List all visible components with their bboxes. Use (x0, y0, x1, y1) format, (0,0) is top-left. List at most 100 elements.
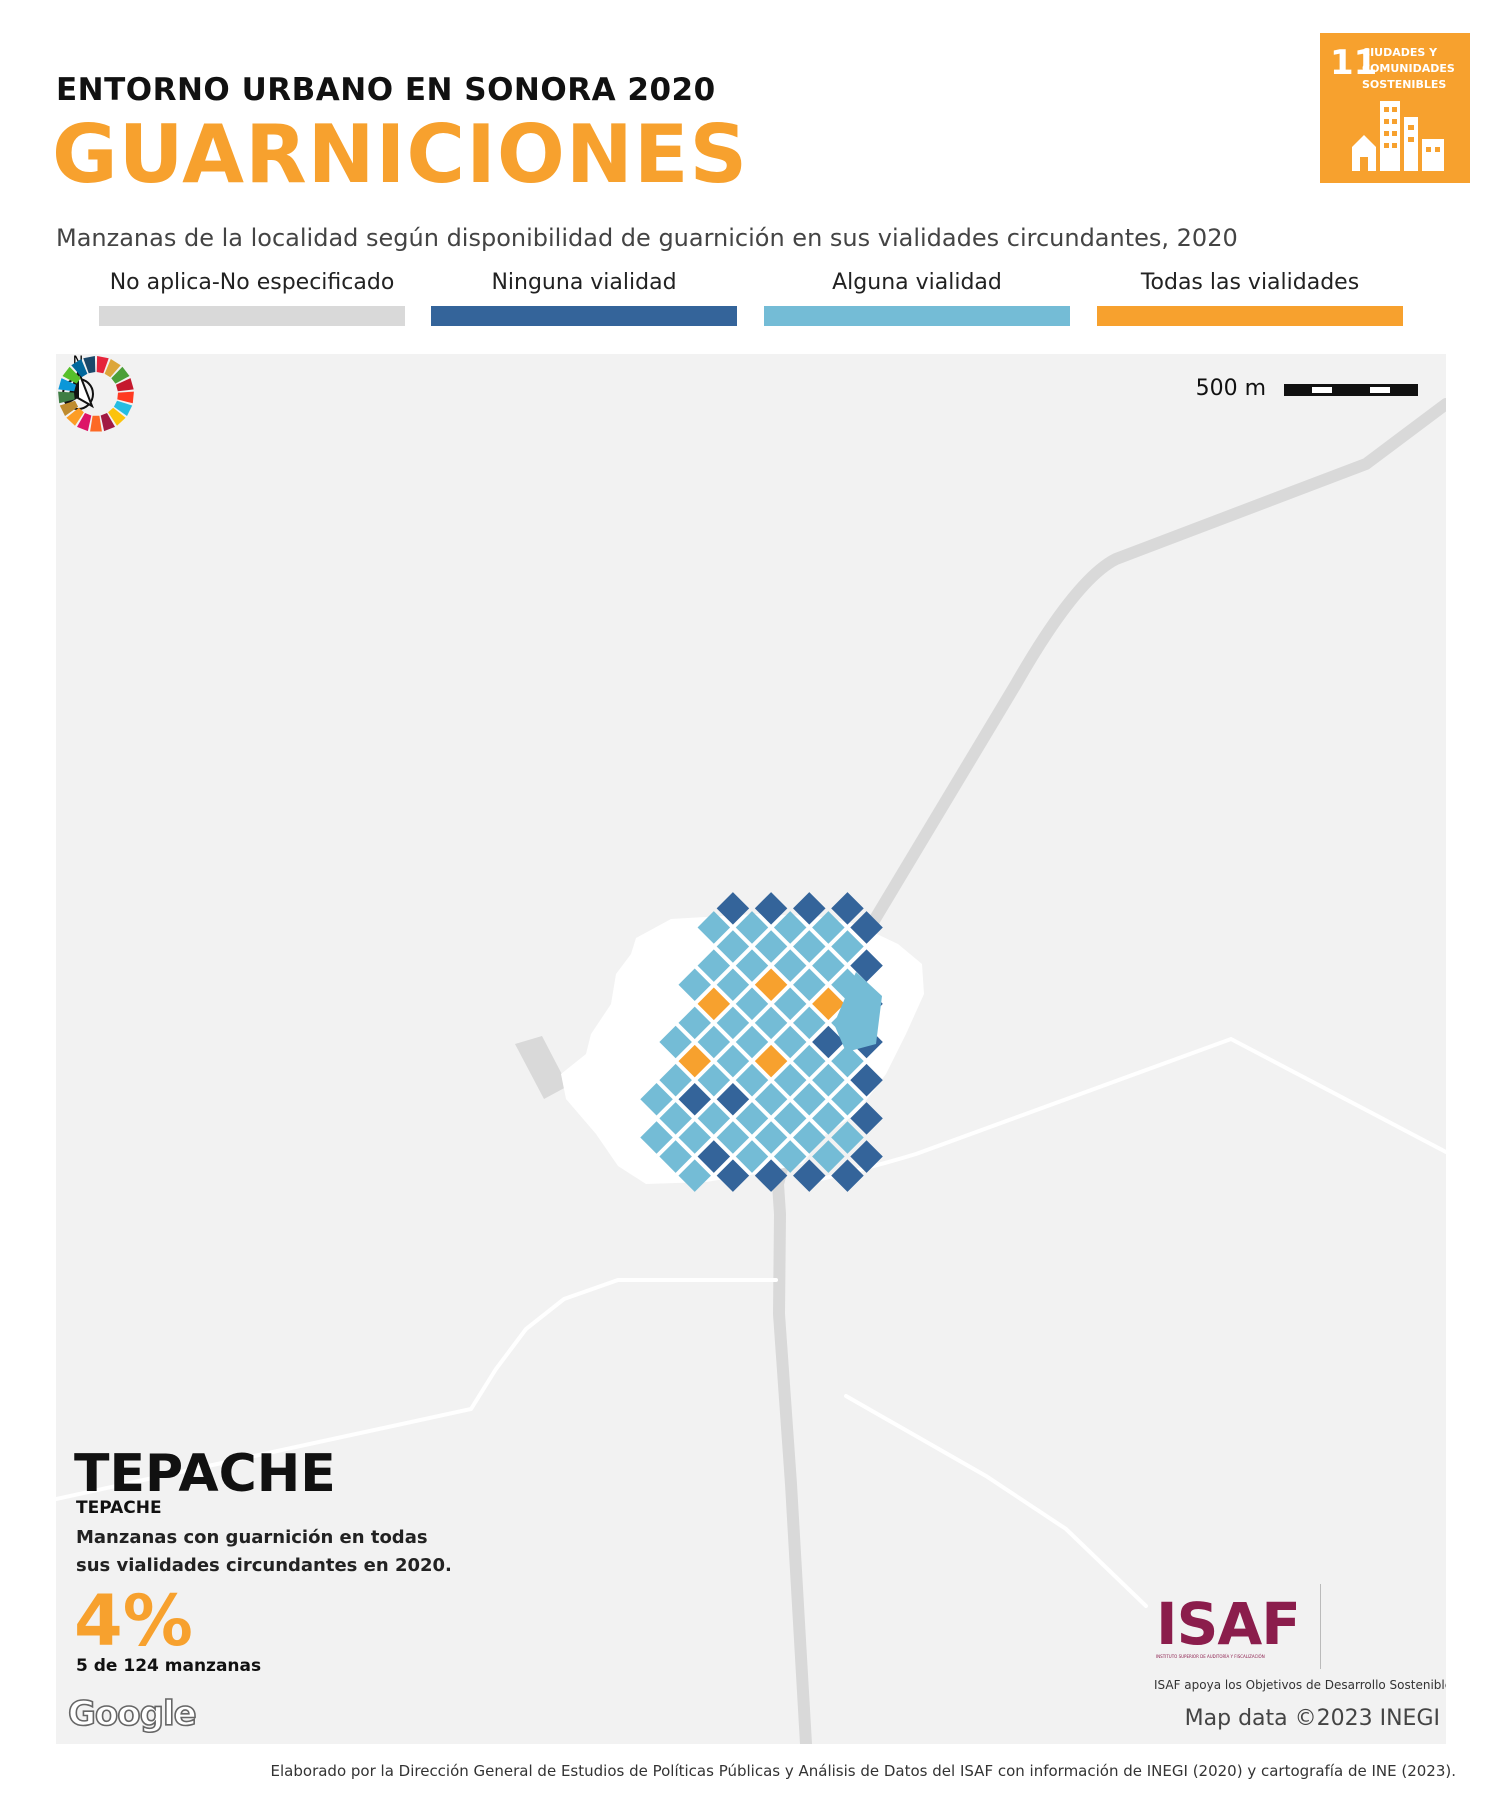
map-data-attribution: Map data ©2023 INEGI (1184, 1706, 1440, 1731)
block-21 (735, 987, 769, 1021)
sdg-wheel-segment (111, 366, 130, 384)
sdg-wheel-segment (77, 413, 92, 432)
block-11 (716, 968, 750, 1001)
block-26 (831, 892, 864, 925)
sdg-wheel-segment (96, 356, 109, 374)
block-41 (697, 1102, 731, 1135)
block-46 (793, 1006, 826, 1040)
block-77 (850, 1102, 883, 1135)
sdg-text: CIUDADES Y COMUNIDADES SOSTENIBLES (1362, 46, 1455, 91)
block-57 (812, 1025, 845, 1059)
legend-swatch (764, 306, 1070, 326)
block-72 (831, 1083, 864, 1116)
sdg-wheel-segment (59, 400, 79, 416)
block-7 (754, 892, 788, 925)
sdg-number: 11 (1330, 43, 1378, 83)
sdg-wheel-segment (116, 378, 134, 392)
legend-item-no-aplica: No aplica-No especificado (99, 268, 405, 326)
block-2 (716, 892, 750, 925)
block-75 (812, 1140, 845, 1173)
sdg-wheel-segment (104, 359, 121, 378)
block-50 (678, 1159, 711, 1192)
sdg-wheel-segment (90, 415, 102, 432)
legend-swatch (99, 306, 405, 326)
legend-label: Ninguna vialidad (491, 270, 677, 295)
block-61 (735, 1140, 769, 1173)
block-60 (716, 1159, 750, 1192)
block-19 (697, 1025, 731, 1059)
block-47 (812, 987, 845, 1021)
legend-label: Todas las vialidades (1140, 270, 1360, 295)
block-63 (773, 1102, 807, 1135)
locality-description: Manzanas con guarnición en todas sus via… (76, 1527, 452, 1576)
block-71 (812, 1102, 845, 1135)
block-24 (793, 930, 826, 963)
block-6 (735, 911, 769, 944)
sdg-wheel-segment (83, 356, 96, 374)
scale-bar (1284, 384, 1418, 396)
block-22 (754, 968, 788, 1001)
sdg-wheel-segment (58, 391, 75, 404)
map[interactable]: 500 m N TEPACHE TEPACHE Manzanas con gua… (56, 354, 1446, 1744)
city-buildings-icon (1352, 101, 1444, 171)
block-68 (754, 1159, 788, 1192)
block-53 (735, 1102, 769, 1135)
sdg-wheel-segment (71, 359, 88, 378)
sdg-wheel-icon (58, 356, 134, 432)
sdg-wheel-segment (62, 366, 81, 384)
sdg-wheel-segment (117, 391, 134, 404)
supertitle: ENTORNO URBANO EN SONORA 2020 (56, 72, 716, 108)
page-title: GUARNICIONES (52, 108, 749, 201)
block-3 (678, 968, 711, 1001)
block-64 (793, 1083, 826, 1116)
legend-label: No aplica-No especificado (109, 270, 395, 295)
block-78 (831, 1159, 864, 1192)
block-5 (716, 930, 750, 963)
urban-blocks (640, 892, 883, 1192)
sdg-wheel-segment (113, 400, 133, 416)
legend-item-alguna: Alguna vialidad (764, 268, 1070, 326)
block-16 (640, 1083, 673, 1116)
block-51 (697, 1140, 731, 1173)
block-12 (735, 949, 769, 982)
block-74 (793, 1159, 826, 1192)
block-count: 5 de 124 manzanas (76, 1656, 262, 1676)
block-14 (773, 911, 807, 944)
block-28 (659, 1102, 692, 1135)
locality-name: TEPACHE (74, 1444, 336, 1504)
block-34 (773, 987, 807, 1021)
block-9 (678, 1006, 711, 1040)
block-66 (831, 1044, 864, 1078)
block-79 (850, 1140, 883, 1173)
block-10 (697, 987, 731, 1021)
block-42 (716, 1083, 750, 1116)
block-38 (850, 911, 883, 944)
block-32 (735, 1025, 769, 1059)
legend-item-todas: Todas las vialidades (1097, 268, 1403, 326)
block-27 (640, 1121, 673, 1154)
sdg-wheel-segment (100, 413, 115, 432)
scale-label: 500 m (1195, 376, 1266, 401)
isaf-logo: ISAF (1156, 1590, 1301, 1658)
municipality-name: TEPACHE (76, 1498, 162, 1518)
legend-item-ninguna: Ninguna vialidad (431, 268, 737, 326)
footer-credits: Elaborado por la Dirección General de Es… (270, 1762, 1456, 1780)
block-76 (831, 1121, 864, 1154)
sdg-wheel-segment (58, 378, 76, 392)
block-45 (773, 1025, 807, 1059)
secondary-road-west (56, 1278, 778, 1501)
sdg-wheel-segment (108, 407, 126, 426)
block-8 (659, 1025, 692, 1059)
block-15 (793, 892, 826, 925)
logo-divider (1320, 1584, 1321, 1669)
block-69 (773, 1140, 807, 1173)
block-13 (754, 930, 788, 963)
legend-label: Alguna vialidad (832, 270, 1002, 295)
sdg-wheel-segment (66, 407, 84, 426)
map-canvas (56, 398, 1446, 1744)
google-attribution-logo: Google (67, 1693, 197, 1735)
legend-swatch (1097, 306, 1403, 326)
block-37 (831, 930, 864, 963)
secondary-road-northeast (804, 1036, 1446, 1184)
isaf-subtitle: INSTITUTO SUPERIOR DE AUDITORÍA Y FISCAL… (1156, 1654, 1265, 1659)
